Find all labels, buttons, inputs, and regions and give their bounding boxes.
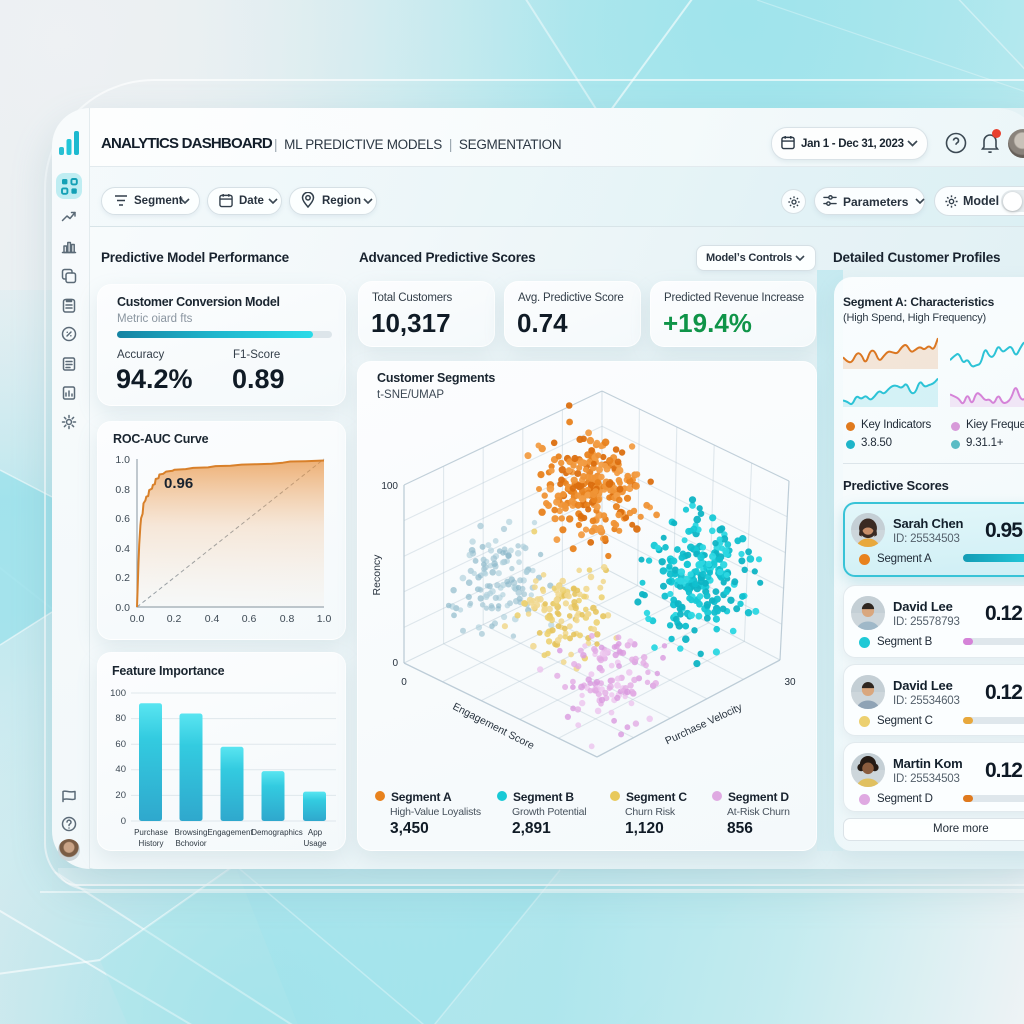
- svg-text:Engagement Score: Engagement Score: [451, 701, 537, 753]
- svg-text:100: 100: [381, 481, 398, 492]
- svg-text:30: 30: [784, 677, 796, 688]
- svg-text:Reconcy: Reconcy: [371, 554, 383, 596]
- svg-text:0: 0: [401, 677, 407, 688]
- svg-text:0: 0: [392, 658, 398, 669]
- svg-text:Purchase Velocity: Purchase Velocity: [663, 701, 744, 747]
